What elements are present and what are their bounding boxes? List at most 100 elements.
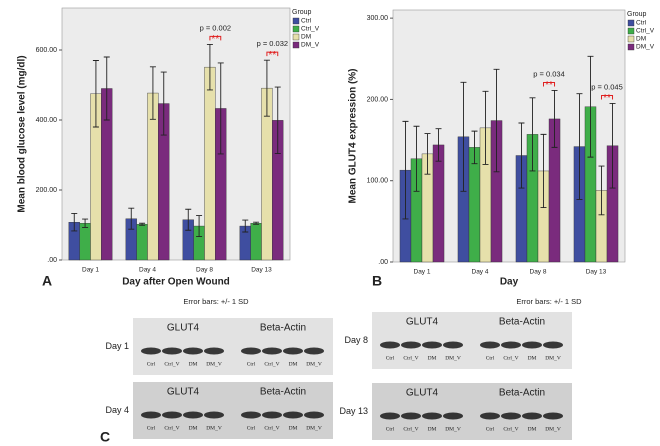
lane-label: Ctrl [486,426,495,432]
error-bar [482,90,489,165]
legend-swatch [292,33,300,41]
lane-label: DM_V [545,426,561,432]
error-bar [206,43,213,91]
error-bar [128,207,135,230]
blot-band [262,411,282,419]
y-axis-label: Mean blood glucose level (mg/dl) [17,55,28,212]
x-tick-label: Day 1 [414,269,431,276]
blot-protein: GLUT4 [167,387,200,398]
x-tick-label: Day 13 [586,269,607,276]
x-tick-label: Day 1 [82,267,99,274]
lane-label: Ctrl_V [164,361,179,367]
blot-band [543,412,563,420]
blot-day: Day 1 [105,341,129,351]
lane-label: Ctrl [386,355,395,361]
significance-stars: ** [268,50,276,61]
blot-band [204,347,224,355]
blot-band [401,341,421,349]
legend-title: Group [292,9,312,16]
error-bar-note: Error bars: +/- 1 SD [183,297,249,306]
error-bar [274,86,281,155]
lane-label: Ctrl_V [164,425,179,431]
y-tick-label: 100.00 [367,178,389,185]
significance-bracket [266,51,279,57]
legend-swatch [292,25,300,33]
bar [250,223,262,261]
blot-band [162,347,182,355]
p-value: p = 0.045 [591,82,623,91]
panel-label: C [100,429,110,445]
blot-band [543,341,563,349]
significance-stars: ** [603,93,611,104]
y-tick-label: .00 [47,257,57,264]
blot-band [501,341,521,349]
error-bar [471,130,478,165]
legend-label: DM_V [636,44,655,51]
blot-day: Day 4 [105,405,129,415]
y-tick-label: 400.00 [36,117,58,124]
blot-image [133,382,333,439]
lane-label: Ctrl [247,425,256,431]
bar [432,144,445,263]
bar [136,224,148,261]
error-bar [518,122,525,189]
error-bar [160,71,167,136]
error-bar [424,133,431,175]
panel-label: B [372,273,382,289]
blot-image [133,318,333,375]
lane-label: DM_V [445,426,461,432]
legend-swatch [627,35,635,43]
error-bar [149,66,156,120]
panel-label: A [42,273,52,289]
blot-protein: Beta-Actin [499,317,545,328]
blot-image [372,383,572,440]
y-tick-label: 200.00 [367,96,389,103]
legend-swatch [292,41,300,49]
blot-band [480,341,500,349]
lane-label: DM [189,361,198,367]
legend-label: DM [301,34,311,41]
error-bar [71,213,78,232]
legend-swatch [627,19,635,27]
lane-label: DM_V [206,425,222,431]
error-bar [551,90,558,148]
blot-band [422,412,442,420]
error-bar [92,60,99,128]
blot-band [183,347,203,355]
legend-swatch [292,17,300,25]
x-tick-label: Day 8 [530,269,547,276]
lane-label: Ctrl [147,425,156,431]
x-axis-label: Day after Open Wound [122,277,230,288]
blot-band [141,347,161,355]
blot-band [380,341,400,349]
error-bar [82,218,89,228]
blot-band [241,347,261,355]
error-bar [185,208,192,231]
error-bar [217,62,224,155]
error-bar [493,68,500,173]
blot-band [443,412,463,420]
error-bar-note: Error bars: +/- 1 SD [516,297,582,306]
blot-band [162,411,182,419]
blot-band [443,341,463,349]
blot-band [422,341,442,349]
x-tick-label: Day 13 [251,267,272,274]
blot-band [241,411,261,419]
error-bar [435,128,442,162]
error-bar [598,165,605,216]
significance-bracket [209,35,222,41]
significance-stars: ** [211,34,219,45]
blot-band [304,411,324,419]
legend-label: Ctrl_V [301,26,320,33]
p-value: p = 0.002 [200,23,232,32]
lane-label: Ctrl_V [403,426,418,432]
blot-band [283,347,303,355]
legend-label: Ctrl [301,18,312,25]
lane-label: DM_V [306,425,322,431]
blot-protein: GLUT4 [406,388,439,399]
legend-swatch [627,43,635,51]
lane-label: DM_V [206,361,222,367]
lane-label: DM [289,361,298,367]
significance-bracket [601,94,614,100]
